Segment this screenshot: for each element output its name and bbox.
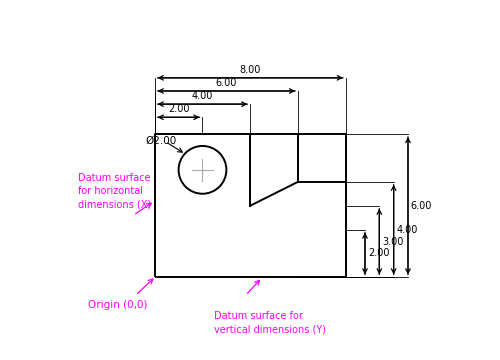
Text: 3.00: 3.00 xyxy=(382,237,404,247)
Text: Origin (0,0): Origin (0,0) xyxy=(88,301,148,310)
Text: 2.00: 2.00 xyxy=(368,248,390,258)
Text: Ø2.00: Ø2.00 xyxy=(145,136,176,146)
Text: Datum surface
for horizontal
dimensions (X): Datum surface for horizontal dimensions … xyxy=(78,173,152,210)
Text: 2.00: 2.00 xyxy=(168,104,190,114)
Text: 4.00: 4.00 xyxy=(192,91,213,101)
Text: 6.00: 6.00 xyxy=(216,78,237,88)
Text: 6.00: 6.00 xyxy=(411,201,432,211)
Text: 4.00: 4.00 xyxy=(396,225,418,235)
Text: 8.00: 8.00 xyxy=(240,65,261,75)
Text: Datum surface for
vertical dimensions (Y): Datum surface for vertical dimensions (Y… xyxy=(214,311,326,334)
